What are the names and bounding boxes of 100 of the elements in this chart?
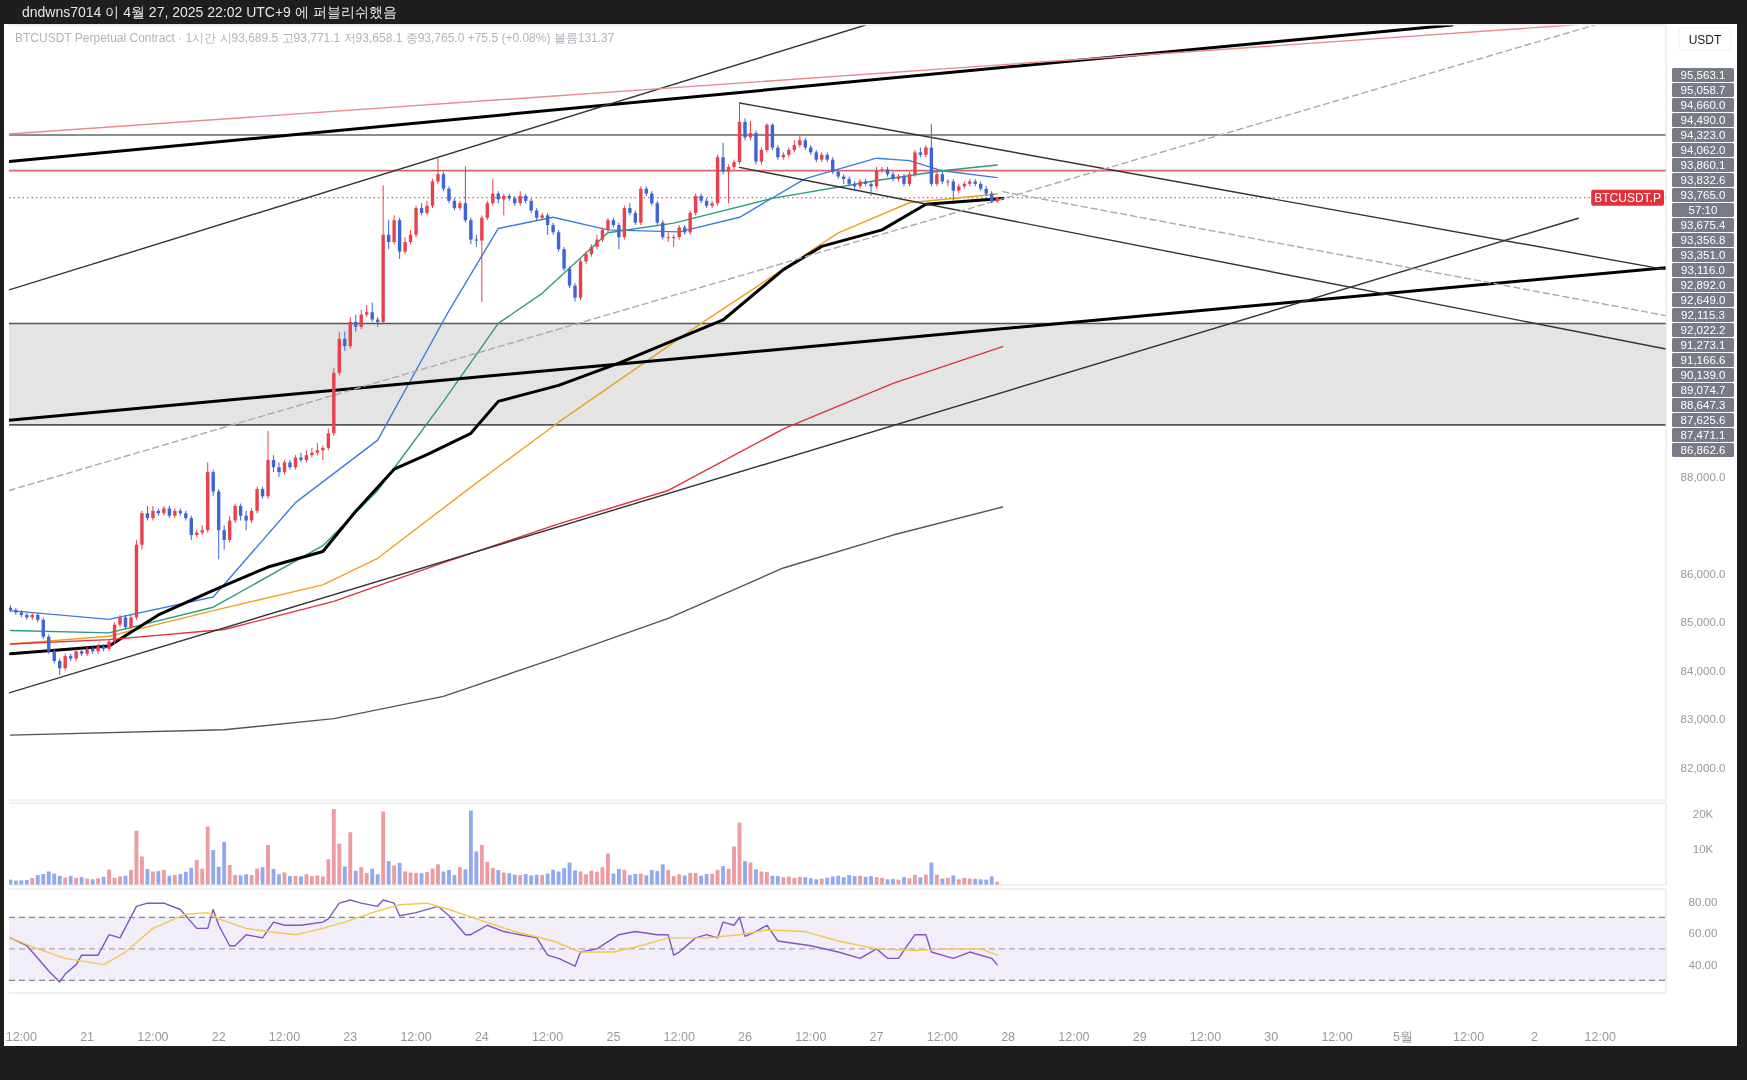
bar [797, 876, 802, 885]
bar [611, 873, 616, 885]
bar [172, 875, 177, 885]
candlestick [321, 444, 325, 461]
text: 90,139.0 [1680, 369, 1726, 381]
x-tick-label: 2 [1530, 1030, 1538, 1044]
candlestick [880, 166, 884, 174]
bar [414, 872, 418, 885]
bar [353, 870, 358, 885]
line-series [9, 506, 1004, 736]
x-tick-label: 12:00 [1321, 1030, 1353, 1044]
candlestick [721, 142, 725, 175]
y-tick-label: 84,000.0 [1680, 664, 1726, 677]
bar [638, 873, 643, 885]
candlestick [573, 282, 577, 303]
bar [375, 874, 380, 885]
text: BTCUSDT Perpetual Contract · 1시간 시93,689.5 고93,771.1 저93,658.1 종93,765.0 +75.5 (+0.08%) 볼륨131.37 [15, 31, 615, 45]
text: 92,892.0 [1680, 279, 1726, 291]
candlestick [491, 178, 495, 207]
y-tick-label: 80.00 [1688, 895, 1718, 908]
bar [518, 875, 523, 885]
bar [288, 876, 292, 885]
x-tick-label: 12:00 [1584, 1030, 1616, 1044]
x-tick-label: 24 [474, 1030, 489, 1044]
bar [606, 853, 610, 885]
x-tick-label: 22 [211, 1030, 226, 1044]
bar [140, 856, 144, 885]
bar [721, 866, 725, 885]
text: 95,563.1 [1680, 69, 1726, 81]
bar [929, 862, 934, 885]
text: 92,115.3 [1681, 309, 1725, 321]
bar [299, 876, 303, 885]
candlestick [688, 210, 692, 236]
bar [370, 868, 375, 885]
bar [129, 870, 133, 885]
bar [447, 870, 451, 885]
text: 88,647.3 [1680, 399, 1726, 411]
bar [540, 875, 545, 885]
bar [918, 877, 923, 885]
bar [107, 869, 111, 885]
y-tick-label: 10K [1692, 843, 1714, 856]
candlestick [392, 214, 396, 245]
candlestick [222, 524, 226, 551]
text: 89,074.7 [1680, 384, 1726, 396]
candlestick [951, 178, 956, 202]
y-tick-label: 88,000.0 [1680, 470, 1726, 483]
bar [660, 864, 665, 885]
text: 93,675.4 [1680, 219, 1726, 231]
y-tick-label: 20K [1692, 807, 1714, 820]
bar [693, 872, 698, 885]
bar [710, 873, 715, 885]
x-tick-label: 27 [869, 1030, 884, 1044]
bar [436, 864, 440, 885]
candlestick [617, 222, 621, 250]
x-tick-label: 26 [738, 1030, 752, 1044]
bar [923, 874, 928, 885]
x-tick-label: 12:00 [137, 1030, 169, 1044]
ref-line-label: BTCUSDT.P [1594, 190, 1661, 205]
candlestick [595, 234, 599, 250]
bar [79, 877, 84, 885]
line-series [9, 345, 1004, 645]
candlestick [545, 212, 550, 236]
candlestick [326, 427, 331, 451]
candlestick [913, 149, 917, 178]
bar [573, 870, 577, 885]
candlestick [666, 231, 670, 243]
candlestick [14, 607, 18, 616]
candlestick [370, 302, 374, 323]
x-tick-label: 12:00 [663, 1030, 695, 1044]
candlestick [869, 180, 873, 197]
bar [386, 861, 391, 885]
candlestick [710, 200, 714, 209]
bar [754, 869, 758, 885]
bar [507, 873, 512, 885]
chart-title: dndwns7014 이 4월 27, 2025 22:02 UTC+9 에 퍼블리쉬했음 [22, 4, 397, 20]
bar [616, 868, 621, 885]
text: 57:10 [1688, 204, 1718, 216]
candlestick [299, 452, 303, 463]
bar [666, 870, 671, 885]
text: 94,490.0 [1680, 114, 1726, 126]
x-tick-label: 21 [80, 1030, 95, 1044]
bar [266, 845, 270, 885]
line-series [9, 899, 998, 983]
bar [951, 875, 956, 885]
bar [463, 869, 468, 885]
bar [359, 867, 364, 885]
text: 94,660.0 [1680, 99, 1726, 111]
bar [775, 876, 780, 885]
candlestick [277, 461, 281, 478]
candlestick [562, 246, 566, 272]
x-tick-label: 29 [1132, 1030, 1147, 1044]
x-tick-label: 28 [1001, 1030, 1016, 1044]
x-tick-label: 12:00 [1453, 1030, 1485, 1044]
candlestick [255, 486, 259, 514]
text: 91,166.6 [1680, 354, 1726, 366]
bar [425, 872, 429, 885]
text: 94,323.0 [1680, 129, 1726, 141]
bar [381, 811, 386, 885]
bar [934, 874, 939, 885]
bar [178, 873, 183, 885]
